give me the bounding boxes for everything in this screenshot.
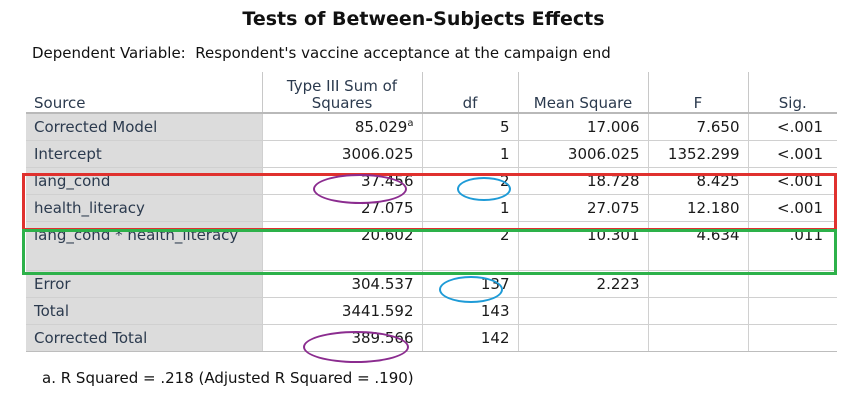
ms-cell <box>517 324 648 352</box>
sig-cell <box>747 324 837 352</box>
header-sum-of-squares: Type III Sum of Squares <box>261 72 422 113</box>
ms-cell: 27.075 <box>517 194 648 222</box>
sig-cell: <.001 <box>747 140 837 168</box>
df-cell: 142 <box>421 324 518 352</box>
ms-cell <box>517 297 648 325</box>
header-row: Source Type III Sum of Squares df Mean Sq… <box>26 72 837 113</box>
sig-cell: <.001 <box>747 194 837 222</box>
anova-table: Source Type III Sum of Squares df Mean Sq… <box>26 72 837 352</box>
source-cell: lang_cond <box>26 167 262 195</box>
ss-cell: 85.029a <box>261 112 422 141</box>
source-cell: health_literacy <box>26 194 262 222</box>
table-title: Tests of Between-Subjects Effects <box>242 8 605 30</box>
table-row: Corrected Total 389.566 142 <box>26 324 837 352</box>
df-cell: 5 <box>421 112 518 141</box>
purple-circle-annotation <box>313 174 407 204</box>
ms-cell: 3006.025 <box>517 140 648 168</box>
source-cell: Corrected Total <box>26 324 262 352</box>
header-source: Source <box>34 94 86 112</box>
dependent-variable-value: Respondent's vaccine acceptance at the c… <box>195 44 611 62</box>
source-cell: Intercept <box>26 140 262 168</box>
source-cell: Total <box>26 297 262 325</box>
sig-cell: <.001 <box>747 112 837 141</box>
cyan-circle-annotation <box>457 177 511 201</box>
table-row: Corrected Model 85.029a 5 17.006 7.650 <… <box>26 112 837 141</box>
f-cell: 7.650 <box>647 112 748 141</box>
header-f: F <box>647 72 748 113</box>
header-ss-line2: Squares <box>311 94 373 112</box>
cyan-circle-annotation <box>439 276 503 303</box>
f-cell: 12.180 <box>647 194 748 222</box>
ss-cell: 3441.592 <box>261 297 422 325</box>
ms-cell: 17.006 <box>517 112 648 141</box>
table-row: Intercept 3006.025 1 3006.025 1352.299 <… <box>26 140 837 168</box>
f-cell: 8.425 <box>647 167 748 195</box>
ss-value: 85.029 <box>354 118 408 136</box>
f-cell <box>647 324 748 352</box>
red-highlight-box <box>22 173 837 231</box>
df-cell: 1 <box>421 140 518 168</box>
green-highlight-box <box>22 229 837 275</box>
f-cell: 1352.299 <box>647 140 748 168</box>
table-row: Total 3441.592 143 <box>26 297 837 325</box>
ss-cell: 3006.025 <box>261 140 422 168</box>
dependent-variable-label: Dependent Variable: <box>32 44 186 62</box>
header-sig: Sig. <box>747 72 837 113</box>
sig-cell <box>747 297 837 325</box>
ms-cell: 18.728 <box>517 167 648 195</box>
header-ss-line1: Type III Sum of <box>286 77 398 95</box>
footnote: a. R Squared = .218 (Adjusted R Squared … <box>42 369 414 387</box>
sig-cell: <.001 <box>747 167 837 195</box>
dependent-variable-line: Dependent Variable: Respondent's vaccine… <box>32 44 611 62</box>
source-cell: Corrected Model <box>26 112 262 141</box>
header-mean-square: Mean Square <box>517 72 648 113</box>
footnote-marker: a <box>407 118 414 129</box>
header-df: df <box>421 72 518 113</box>
purple-circle-annotation <box>303 331 409 363</box>
f-cell <box>647 297 748 325</box>
